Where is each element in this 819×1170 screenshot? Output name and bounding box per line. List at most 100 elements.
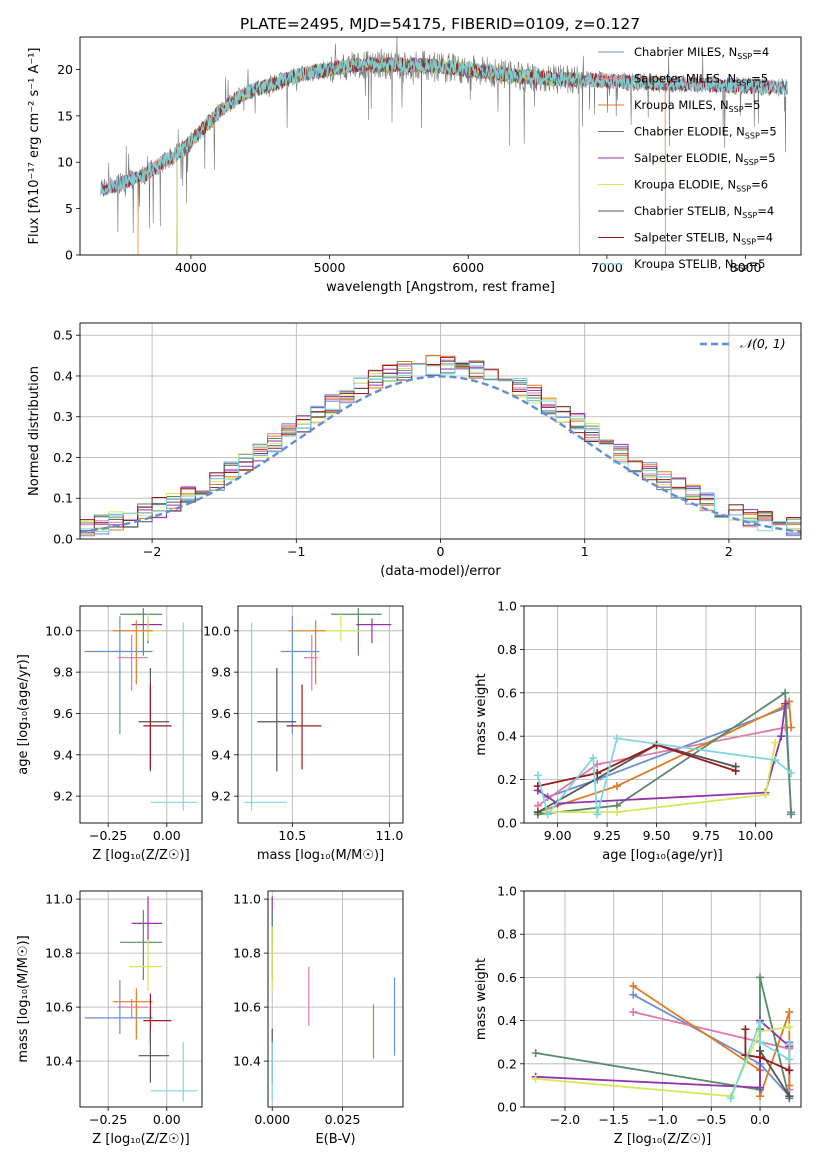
y-tick-label: 10.8 [233,946,261,961]
y-axis-label: age [log₁₀(age/yr)] [16,654,31,775]
model-spectrum-line [176,56,580,255]
errorbar-point [112,620,153,685]
axes-frame [523,605,802,824]
y-tick-label: 15 [57,108,73,123]
y-tick-label: 0.0 [497,1100,517,1115]
weight-series-line [535,1026,790,1098]
model-spectrum-line [100,56,788,197]
weight-point-marker [593,810,602,819]
y-tick-label: 0 [65,248,73,263]
y-tick-label: 1.0 [497,599,517,614]
weight-point-marker [531,1074,540,1083]
panel-weight-vs-Z: −2.0 −1.5 −1.0 −0.5 0.0 0.0 0.2 0.4 0.6 0.8 1.0 Z [… [474,884,802,1147]
legend-entry: Salpeter STELIB, NSSP=4 [634,231,773,247]
weight-point-marker [756,1053,765,1062]
x-axis-label: wavelength [Angstrom, rest frame] [326,280,555,295]
y-tick-label: 20 [57,62,73,77]
weight-point-marker [612,734,621,743]
y-tick-label: 9.4 [211,747,231,762]
y-tick-label: 0.5 [53,328,73,343]
errorbar-point [129,614,163,642]
y-tick-label: 11.0 [233,892,261,907]
weight-point-marker [785,1092,794,1101]
x-tick-label: 6000 [452,260,484,275]
y-tick-label: 10.4 [233,1054,261,1069]
errorbar-point [323,614,361,642]
residual-histograms [80,354,801,539]
x-tick-label: 7000 [591,260,623,275]
weight-point-marker [531,1049,540,1057]
x-tick-label: 9.50 [643,828,671,843]
y-tick-label: 10.8 [45,946,73,961]
weight-point-marker [612,782,621,791]
errorbar-point [84,980,153,1035]
panel-residuals: −2 −1 0 1 2 0.0 0.1 0.2 0.3 0.4 0.5 (data-model)/er… [27,322,802,579]
y-tick-label: 0.2 [497,1056,517,1071]
weight-point-marker [629,1007,638,1016]
axes-frame [523,890,802,1108]
x-tick-label: 9.25 [593,828,621,843]
x-tick-label: 0.025 [325,1112,361,1127]
axes-frame [237,605,404,824]
weight-point-marker [785,1066,794,1075]
x-tick-label: 10.00 [738,828,774,843]
legend-entry: 𝒩(0, 1) [740,336,786,351]
y-tick-label: 0.4 [53,368,73,383]
panel-spectrum: 4000 5000 6000 7000 8000 0 5 10 15 20 wavelength [… [27,36,802,295]
errorbar-point [112,988,153,1040]
weight-point-marker [629,982,638,991]
x-tick-label: 0 [437,544,445,559]
y-tick-label: 9.8 [53,665,73,680]
errorbar-points [243,608,392,811]
y-tick-label: 10.0 [203,623,231,638]
y-tick-label: 9.6 [211,706,231,721]
weight-point-marker [785,1023,794,1032]
x-axis-label: Z [log₁₀(Z/Z☉)] [92,848,189,863]
panel-weight-vs-age: 9.00 9.25 9.50 9.75 10.00 0.0 0.2 0.4 0.6 0.8 1.0 a… [474,599,802,863]
legend-entry: Salpeter MILES, NSSP=5 [634,72,768,88]
y-tick-label: 0.4 [497,729,517,744]
histogram-step [80,361,801,535]
y-tick-label: 9.6 [53,706,73,721]
legend-entry: Chabrier MILES, NSSP=4 [634,45,769,61]
panel-mass-vs-Z: −0.25 0.00 10.4 10.6 10.8 11.0 Z [log₁₀(Z/Z☉)]… [16,890,203,1147]
x-axis-label: age [log₁₀(age/yr)] [602,848,723,863]
errorbar-points [84,896,198,1102]
weight-series-line [537,742,777,813]
y-axis-label: mass weight [474,958,489,1040]
weight-point-marker [756,973,765,982]
legend-entry: Chabrier ELODIE, NSSP=5 [634,125,777,141]
model-spectrum-line [176,57,580,255]
weight-point-marker [781,699,790,708]
errorbar-point [150,1042,198,1102]
gaussian-curve [80,375,801,534]
errorbar-points [271,896,396,1102]
y-tick-label: 10.6 [233,1000,261,1015]
errorbar-point [119,608,163,656]
y-tick-label: 0.2 [497,772,517,787]
x-tick-label: 0.00 [153,828,181,843]
panel-age-vs-Z: −0.25 0.00 9.2 9.4 9.6 9.8 10.0 Z [log₁₀(Z/Z☉)]… [16,605,203,863]
y-axis-label: mass weight [474,673,489,755]
y-tick-label: 0.0 [53,532,73,547]
legend-entry: Salpeter ELODIE, NSSP=5 [634,151,776,167]
x-tick-label: 8000 [730,260,762,275]
weight-point-marker [771,738,780,747]
weight-point-marker [589,753,598,762]
y-tick-label: 9.4 [53,747,73,762]
weight-point-marker [787,769,796,778]
figure-title: PLATE=2495, MJD=54175, FIBERID=0109, z=0… [240,15,640,33]
y-tick-label: 11.0 [45,892,73,907]
spectrum-lines [100,37,788,255]
weight-point-marker [785,1055,794,1064]
axes-frame [79,36,802,256]
y-tick-label: 0.8 [497,927,517,942]
weight-point-marker [741,1025,750,1034]
y-tick-label: 0.6 [497,685,517,700]
weight-point-marker [761,790,770,799]
x-tick-label: 1 [581,544,589,559]
errorbar-point [143,684,172,770]
x-tick-label: 4000 [175,260,207,275]
y-tick-label: 0.4 [497,1013,517,1028]
y-tick-label: 0.0 [497,816,517,831]
